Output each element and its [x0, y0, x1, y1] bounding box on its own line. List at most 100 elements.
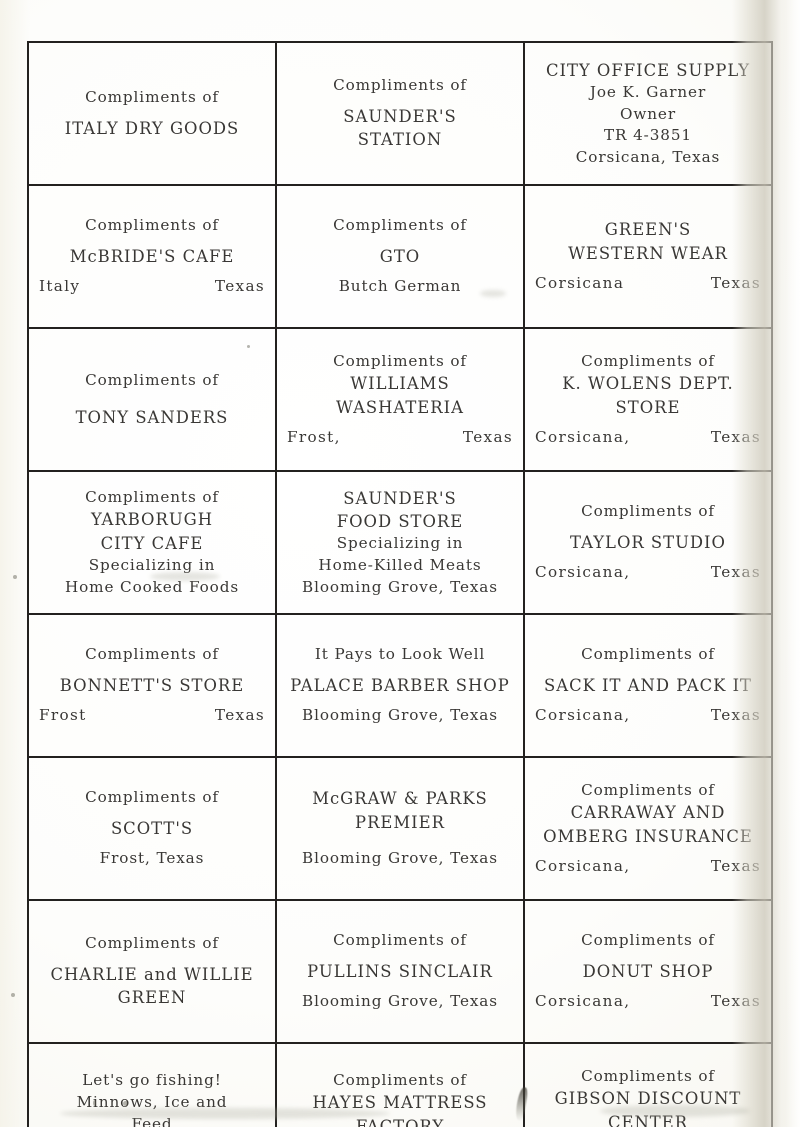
ad-text-line: Compliments of [85, 88, 219, 107]
ad-location-state: Texas [214, 277, 265, 296]
ad-text-line: Compliments of [333, 216, 467, 235]
ad-text-line: Feed [131, 1114, 173, 1127]
ad-content: Compliments of GTO Butch German [283, 192, 517, 321]
ad-text-line: Compliments of [581, 931, 715, 950]
ad-cell-palace-barber-shop: It Pays to Look Well PALACE BARBER SHOP Bl… [275, 613, 525, 758]
ad-text-line: SCOTT'S [110, 818, 194, 838]
ad-location-line: Corsicana, Texas [531, 562, 765, 584]
ad-content: Let's go fishing!Minnows, Ice andFeedHIC… [35, 1050, 269, 1127]
ad-text-line: It Pays to Look Well [314, 645, 486, 664]
ad-text-line: WESTERN WEAR [568, 243, 728, 263]
ad-row: Compliments of ITALY DRY GOODS Compliments… [27, 41, 773, 186]
ad-content: CITY OFFICE SUPPLY Joe K. Garner Owner TR 4… [531, 49, 765, 178]
ad-text-line: Joe K. Garner [589, 82, 707, 101]
ad-text-line: Compliments of [333, 1070, 467, 1089]
ad-cell-williams-washateria: Compliments of WILLIAMS WASHATERIA Frost, Te… [275, 327, 525, 472]
ad-text-line: DONUT SHOP [582, 961, 714, 981]
ad-content: SAUNDER'S FOOD STORE Specializing in Home-K… [283, 478, 517, 607]
ad-content: Compliments of McBRIDE'S CAFE Italy Texas [35, 192, 269, 321]
ad-content: GREEN'S WESTERN WEAR Corsicana Texas [531, 192, 765, 321]
ad-content: McGRAW & PARKS PREMIER Blooming Grove, Tex… [283, 764, 517, 893]
ad-text-line: TONY SANDERS [75, 407, 229, 427]
ad-text-line: SAUNDER'S [343, 106, 457, 126]
ad-text-line: Compliments of [581, 351, 715, 370]
ad-text-line: Let's go fishing! [82, 1071, 222, 1090]
ad-location-city: Corsicana, [535, 563, 631, 582]
ad-content: Compliments of CARRAWAY AND OMBERG INSURAN… [531, 764, 765, 893]
ad-row: Compliments of SCOTT'S Frost, Texas McGRAW … [27, 756, 773, 901]
ad-location-city: Corsicana, [535, 706, 631, 725]
ad-text-line: SAUNDER'S [343, 488, 457, 508]
ad-cell-italy-dry-goods: Compliments of ITALY DRY GOODS [27, 41, 277, 186]
ad-text-line: Compliments of [581, 502, 715, 521]
ad-text-line: Compliments of [333, 76, 467, 95]
ad-text-line: McGRAW & PARKS [312, 789, 488, 809]
ad-text-line: PREMIER [355, 812, 445, 832]
ad-text-line: McBRIDE'S CAFE [69, 246, 235, 266]
ad-text-line: Blooming Grove, Texas [302, 992, 498, 1011]
ad-content: Compliments of CHARLIE and WILLIE GREEN [35, 907, 269, 1036]
ad-location-line: Corsicana Texas [531, 273, 765, 295]
ad-text-line: FACTORY [355, 1116, 445, 1127]
ad-text-line: Compliments of [85, 645, 219, 664]
ad-text-line: Home Cooked Foods [64, 577, 240, 596]
ad-text-line: GREEN [117, 988, 187, 1008]
ad-text-line: HAYES MATTRESS [312, 1093, 488, 1113]
ad-text-line: CITY CAFE [100, 533, 204, 553]
ad-text-line: SACK IT AND PACK IT [544, 675, 752, 695]
ad-text-line: WILLIAMS [350, 374, 450, 394]
ad-text-line: Compliments of [85, 216, 219, 235]
ad-cell-gto-butch-german: Compliments of GTO Butch German [275, 184, 525, 329]
ad-row: Compliments of CHARLIE and WILLIE GREEN Com… [27, 899, 773, 1044]
ad-location-line: Corsicana, Texas [531, 856, 765, 878]
ad-text-line: CENTER [607, 1112, 689, 1127]
ad-content: Compliments of TAYLOR STUDIO Corsicana, Tex… [531, 478, 765, 607]
ad-text-line: Blooming Grove, Texas [302, 577, 498, 596]
ad-cell-k-wolens-dept-store: Compliments of K. WOLENS DEPT. STORE Corsic… [523, 327, 773, 472]
sponsor-ad-table: Compliments of ITALY DRY GOODS Compliments… [27, 41, 773, 1127]
ad-content: Compliments of YARBORUGH CITY CAFE Speciali… [35, 478, 269, 607]
ad-content: Compliments of ITALY DRY GOODS [35, 49, 269, 178]
ad-text-line: GTO [379, 246, 421, 266]
ad-text-line: K. WOLENS DEPT. [562, 374, 734, 394]
ad-text-line: Home-Killed Meats [318, 556, 482, 574]
ad-cell-saunders-food-store: SAUNDER'S FOOD STORE Specializing in Home-K… [275, 470, 525, 615]
ad-row: Let's go fishing!Minnows, Ice andFeedHIC… [27, 1042, 773, 1127]
ad-text-line: Compliments of [333, 931, 467, 950]
ad-content: Compliments of PULLINS SINCLAIR Blooming G… [283, 907, 517, 1036]
ad-location-line: Italy Texas [35, 276, 269, 298]
ad-cell-city-office-supply: CITY OFFICE SUPPLY Joe K. Garner Owner TR 4… [523, 41, 773, 186]
ad-cell-mcgraw-and-parks-premier: McGRAW & PARKS PREMIER Blooming Grove, Tex… [275, 756, 525, 901]
ad-text-line: STORE [615, 397, 681, 417]
ad-text-line: Blooming Grove, Texas [302, 849, 498, 867]
ad-location-state: Texas [710, 992, 761, 1011]
ad-cell-carraway-and-omberg-insurance: Compliments of CARRAWAY AND OMBERG INSURAN… [523, 756, 773, 901]
ad-cell-greens-western-wear: GREEN'S WESTERN WEAR Corsicana Texas [523, 184, 773, 329]
ad-row: Compliments of TONY SANDERS Compliments of… [27, 327, 773, 472]
ad-location-city: Frost [39, 706, 87, 725]
ad-cell-pullins-sinclair: Compliments of PULLINS SINCLAIR Blooming G… [275, 899, 525, 1044]
ad-row: Compliments of YARBORUGH CITY CAFE Speciali… [27, 470, 773, 615]
ad-text-line: GREEN'S [604, 220, 692, 240]
ad-text-line: TAYLOR STUDIO [570, 532, 726, 552]
ad-text-line: CITY OFFICE SUPPLY [545, 60, 751, 80]
ad-text-line: Compliments of [333, 351, 467, 370]
ad-text-line: Compliments of [581, 1066, 715, 1085]
ad-location-city: Corsicana [535, 274, 625, 292]
ad-text-line: Compliments of [85, 934, 219, 953]
ad-location-state: Texas [710, 706, 761, 725]
ad-location-state: Texas [462, 427, 513, 446]
ad-text-line: Specializing in [336, 534, 464, 553]
ad-location-state: Texas [710, 563, 761, 582]
ad-text-line: Compliments of [581, 645, 715, 664]
ad-text-line: BONNETT'S STORE [59, 675, 245, 695]
ad-location-city: Corsicana, [535, 992, 631, 1011]
ad-location-city: Frost, [287, 427, 341, 446]
ad-cell-yarborugh-city-cafe: Compliments of YARBORUGH CITY CAFE Speciali… [27, 470, 277, 615]
ad-text-line: OMBERG INSURANCE [543, 826, 753, 846]
ad-location-city: Corsicana, [535, 856, 631, 875]
